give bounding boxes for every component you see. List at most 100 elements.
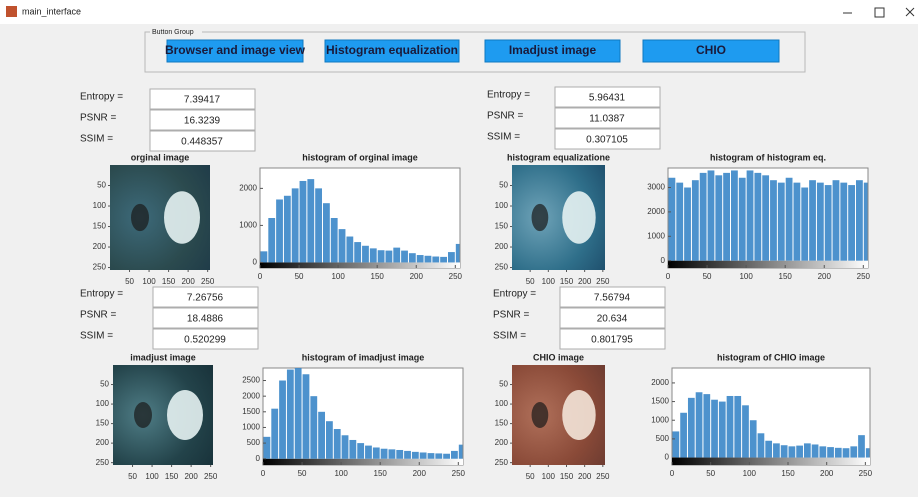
- histogram-bar: [742, 405, 749, 457]
- histogram-bar: [692, 180, 699, 260]
- image-x-tick-label: 200: [181, 277, 195, 286]
- histogram-bar: [676, 183, 683, 261]
- metric-label: Entropy =: [493, 289, 536, 300]
- app-icon: [6, 6, 17, 17]
- histogram-bar: [673, 431, 680, 457]
- histogram-bar: [459, 445, 463, 459]
- histogram-bar: [432, 257, 439, 263]
- histogram-bar: [835, 448, 842, 458]
- histogram-bar: [715, 175, 722, 260]
- histogram-bar: [731, 170, 738, 260]
- image-y-tick-label: 200: [93, 242, 107, 251]
- image-x-tick-label: 250: [201, 277, 215, 286]
- image-x-tick-label: 150: [165, 472, 179, 481]
- metric-label: SSIM =: [80, 134, 113, 145]
- histogram-title: histogram of imadjust image: [302, 352, 425, 362]
- image-coral: [562, 191, 595, 244]
- image-fish: [532, 204, 549, 231]
- histogram-x-tick-label: 150: [371, 272, 385, 281]
- image-y-tick-label: 150: [495, 222, 509, 231]
- histogram-bar: [827, 447, 834, 457]
- image-y-tick-label: 50: [499, 181, 508, 190]
- image-x-tick-label: 50: [526, 472, 535, 481]
- histogram-y-tick-label: 2000: [647, 207, 665, 216]
- histogram-bar: [295, 368, 302, 459]
- metric-label: SSIM =: [80, 331, 113, 342]
- histogram-x-tick-label: 100: [739, 272, 753, 281]
- image-x-tick-label: 50: [526, 277, 535, 286]
- histogram-bar: [819, 446, 826, 457]
- histogram-bar: [809, 180, 816, 260]
- histogram-bar: [858, 435, 865, 457]
- histogram-bar: [370, 248, 377, 262]
- metric-value: 11.0387: [589, 114, 625, 125]
- image-y-tick-label: 50: [97, 181, 106, 190]
- histogram-bar: [310, 396, 317, 459]
- image-x-tick-label: 100: [145, 472, 159, 481]
- histogram-y-tick-label: 2000: [242, 391, 260, 400]
- button-label[interactable]: Imadjust image: [509, 43, 597, 57]
- histogram-bar: [801, 188, 808, 261]
- metric-label: PSNR =: [487, 111, 524, 122]
- metric-label: Entropy =: [80, 289, 123, 300]
- image-x-tick-label: 150: [560, 277, 574, 286]
- histogram-bar: [342, 435, 349, 458]
- histogram-bar: [734, 396, 741, 458]
- image-x-tick-label: 50: [125, 277, 134, 286]
- histogram-bar: [318, 412, 325, 459]
- histogram-y-tick-label: 500: [656, 434, 670, 443]
- histogram-bar: [765, 441, 772, 458]
- metric-value: 20.634: [597, 314, 628, 325]
- button-label[interactable]: CHIO: [696, 43, 726, 57]
- histogram-bar: [331, 218, 338, 262]
- histogram-bar: [850, 446, 857, 457]
- histogram-bar: [848, 185, 855, 261]
- title-bar: [0, 0, 918, 24]
- histogram-bar: [417, 255, 424, 262]
- histogram-bar: [440, 257, 447, 263]
- metric-value: 7.39417: [184, 95, 221, 106]
- image-y-tick-label: 50: [499, 380, 508, 389]
- image-fish: [532, 402, 549, 428]
- histogram-bar: [719, 402, 726, 458]
- histogram-bar: [315, 188, 322, 262]
- histogram-bar: [773, 443, 780, 457]
- histogram-bar: [307, 179, 314, 262]
- histogram-bar: [339, 229, 346, 262]
- histogram-bar: [727, 396, 734, 458]
- histogram-bar: [386, 251, 393, 263]
- histogram-y-tick-label: 500: [247, 438, 261, 447]
- histogram-bar: [300, 181, 307, 262]
- metric-value: 18.4886: [187, 314, 224, 325]
- histogram-bar: [754, 173, 761, 261]
- image-y-tick-label: 200: [96, 438, 110, 447]
- image-y-tick-label: 200: [495, 438, 509, 447]
- histogram-bar: [825, 185, 832, 261]
- colorbar: [260, 262, 460, 268]
- histogram-y-tick-label: 1500: [651, 397, 669, 406]
- histogram-bar: [292, 188, 299, 262]
- button-label[interactable]: Browser and image view: [165, 43, 306, 57]
- metric-value: 16.3239: [184, 116, 221, 127]
- histogram-bar: [789, 446, 796, 457]
- histogram-bar: [762, 175, 769, 260]
- histogram-x-tick-label: 200: [820, 469, 834, 478]
- histogram-bar: [287, 370, 294, 459]
- histogram-bar: [268, 218, 275, 262]
- histogram-bar: [276, 199, 283, 262]
- histogram-x-tick-label: 0: [261, 469, 266, 478]
- histogram-bar: [334, 429, 341, 459]
- image-x-tick-label: 250: [596, 277, 610, 286]
- image-x-tick-label: 100: [542, 472, 556, 481]
- metric-value: 5.96431: [589, 93, 626, 104]
- histogram-x-tick-label: 50: [703, 272, 712, 281]
- histogram-bar: [373, 447, 380, 458]
- histogram-bar: [680, 413, 687, 458]
- metric-value: 0.801795: [591, 335, 633, 346]
- histogram-bar: [770, 180, 777, 260]
- histogram-y-tick-label: 1000: [647, 231, 665, 240]
- histogram-bar: [812, 444, 819, 457]
- histogram-bar: [703, 394, 710, 457]
- button-label[interactable]: Histogram equalization: [326, 43, 458, 57]
- histogram-bar: [700, 173, 707, 261]
